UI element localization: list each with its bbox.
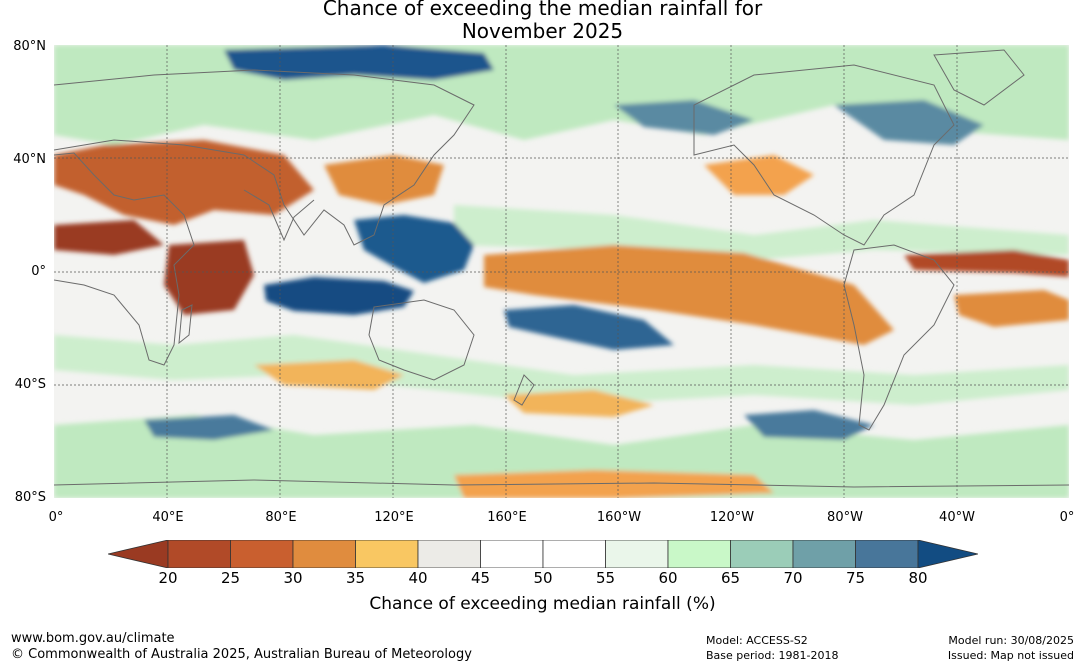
footer-model-run: Model run: 30/08/2025 [948,634,1074,647]
colorbar-box [417,540,481,568]
colorbar-box [792,540,856,568]
colorbar [108,540,978,568]
field-dry-westasia [324,155,444,205]
field-dry-arabia [54,220,164,255]
colorbar-tick-label: 20 [158,569,178,587]
colorbar-extend-low [108,540,169,568]
lon-label-120e: 120°E [374,510,414,525]
coastline-africa [54,152,195,366]
coastline-australia [368,299,475,381]
footer-base-period: Base period: 1981-2018 [706,649,839,662]
coastline-south-america [843,244,955,431]
lon-label-80e: 80°E [265,510,297,525]
colorbar-box [605,540,669,568]
colorbar-box [542,540,606,568]
probability-fields [54,45,1069,498]
footer-website: www.bom.gov.au/climate [11,631,175,646]
colorbar-box [855,540,919,568]
colorbar-box [480,540,544,568]
field-dry-africa [164,240,254,315]
colorbar-title: Chance of exceeding median rainfall (%) [369,594,716,614]
gridlines [54,45,1069,498]
coastline-eurasia [54,69,475,246]
rainfall-map-svg [54,45,1069,498]
footer-model: Model: ACCESS-S2 [706,634,808,647]
footer-model-info: Model: ACCESS-S2 Base period: 1981-2018 [706,633,838,663]
lon-label-120w: 120°W [709,510,755,525]
map-title: Chance of exceeding the median rainfall … [0,0,1085,43]
colorbar-box [355,540,419,568]
lon-label-0-east: 0° [1059,510,1075,525]
map-title-line2: November 2025 [461,19,624,43]
field-dry-atlantic [904,250,1069,277]
field-wet-northpac [614,100,754,135]
field-wet-midsouth [54,335,1069,405]
colorbar-box [667,540,731,568]
footer-issued: Issued: Map not issued [947,649,1074,662]
colorbar-tick-label: 45 [470,569,491,587]
field-dry-equatorial-pacific-edge [484,245,894,345]
coastline-antarctica [54,479,1069,488]
colorbar-tick-label: 70 [783,569,803,587]
coastline-north-america [693,64,955,246]
field-wet-southern [144,415,274,440]
coastline-greenland [933,49,1025,106]
lat-label-80s: 80°S [14,490,46,505]
map-title-line1: Chance of exceeding the median rainfall … [322,0,763,20]
colorbar-extend-high [917,540,978,568]
lon-label-40w: 40°W [939,510,975,525]
field-dry-antarctic [454,470,774,498]
colorbar-tick-label: 55 [595,569,616,587]
colorbar-tick-label: 75 [845,569,866,587]
coastline-new-zealand [513,374,535,406]
colorbar-tick-label: 30 [283,569,303,587]
field-dry-south-pacific [504,390,654,417]
colorbar-box [292,540,356,568]
lon-label-160w: 160°W [596,510,642,525]
coastline-madagascar [178,304,193,345]
footer-copyright: © Commonwealth of Australia 2025, Austra… [11,647,472,662]
field-dry-southeast-atlantic [954,290,1069,327]
lon-label-80w: 80°W [827,510,863,525]
colorbar-box [167,540,231,568]
field-wet-swpacific [504,305,674,350]
colorbar-tick-label: 35 [345,569,366,587]
lat-label-80n: 80°N [13,39,46,54]
field-wet-atlantic [834,100,984,145]
colorbar-tick-label: 40 [408,569,428,587]
lon-label-160e: 160°E [487,510,527,525]
lat-label-0: 0° [31,264,46,279]
lon-label-40e: 40°E [152,510,184,525]
field-wet-indian-ocean [264,277,414,315]
field-dry-north-america [704,155,814,195]
footer-left: www.bom.gov.au/climate © Commonwealth of… [11,631,472,663]
footer-run-info: Model run: 30/08/2025 Issued: Map not is… [948,633,1074,663]
colorbar-box [730,540,794,568]
colorbar-tick-label: 25 [220,569,241,587]
rainfall-map [54,45,1069,498]
coastline-indian-subcontinent [243,189,315,242]
field-dry-southern-indian [254,360,404,390]
colorbar-tick-label: 50 [533,569,553,587]
field-wet-arctic [224,45,494,80]
colorbar-tick-label: 80 [908,569,928,587]
lon-label-0-west: 0° [48,510,64,525]
colorbar-tick-label: 60 [658,569,678,587]
field-wet-southern2 [744,410,874,440]
lat-label-40s: 40°S [14,377,46,392]
colorbar-tick-label: 65 [720,569,741,587]
coastlines [54,49,1069,488]
field-wet-maritime [354,215,474,283]
colorbar-box [230,540,294,568]
lat-label-40n: 40°N [13,152,46,167]
field-dry-asia [54,140,314,225]
